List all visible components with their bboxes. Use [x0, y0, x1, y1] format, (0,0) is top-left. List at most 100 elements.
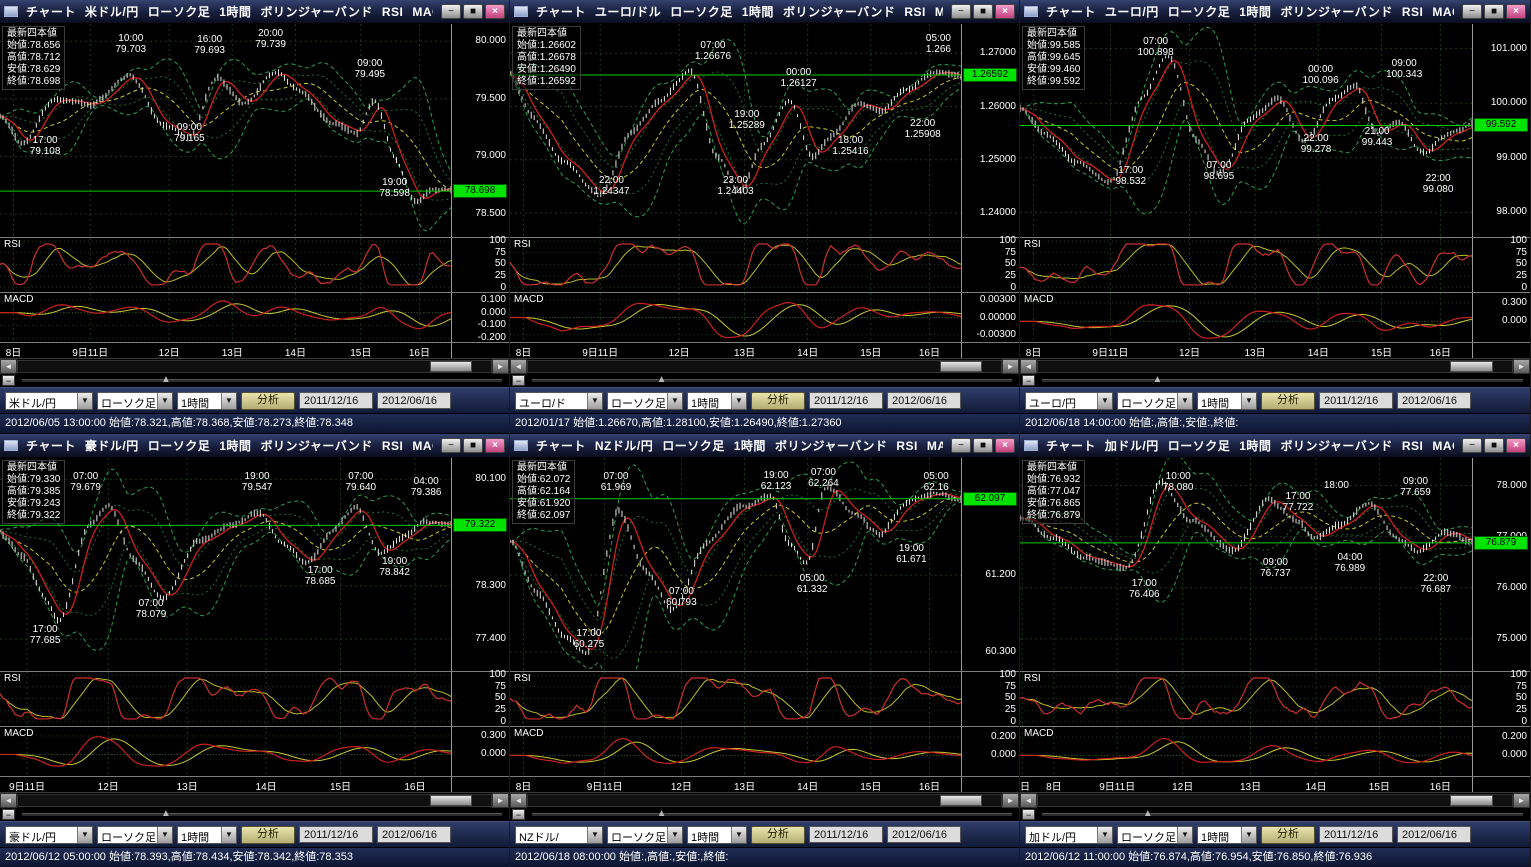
main-chart-plot[interactable]: 最新四本値 始値:62.072 高値:62.164 安値:61.920 終値:62.09… [510, 458, 961, 671]
close-button[interactable]: × [995, 438, 1015, 453]
rsi-plot[interactable]: RSI [0, 238, 451, 292]
rsi-plot[interactable]: RSI [1020, 672, 1472, 726]
pair-select[interactable]: 加ドル/円 ▼ [1025, 825, 1113, 844]
macd-plot[interactable]: MACD [1020, 727, 1472, 776]
dropdown-arrow-icon[interactable]: ▼ [1177, 392, 1192, 409]
pair-select[interactable]: ユーロ/円 ▼ [1025, 391, 1113, 410]
macd-plot[interactable]: MACD [0, 293, 451, 342]
chart-scrollbar[interactable]: ◄ ► [0, 792, 509, 808]
scroll-right-button[interactable]: ► [1002, 359, 1019, 374]
dropdown-arrow-icon[interactable]: ▼ [667, 392, 682, 409]
dropdown-arrow-icon[interactable]: ▼ [1177, 826, 1192, 843]
slider-thumb-icon[interactable]: ▲ [1152, 374, 1163, 385]
scrollbar-track[interactable] [527, 360, 1002, 373]
chart-type-select[interactable]: ローソク足 ▼ [97, 391, 173, 410]
main-chart-plot[interactable]: 最新四本値 始値:76.932 高値:77.047 安値:76.865 終値:76.87… [1020, 458, 1472, 671]
date-from-field[interactable]: 2011/12/16 [809, 392, 883, 409]
date-to-field[interactable]: 2012/06/16 [887, 392, 961, 409]
dropdown-arrow-icon[interactable]: ▼ [587, 826, 602, 843]
date-to-field[interactable]: 2012/06/16 [1397, 392, 1471, 409]
maximize-button[interactable]: ■ [1484, 4, 1504, 19]
minimize-button[interactable]: − [441, 4, 461, 19]
dropdown-arrow-icon[interactable]: ▼ [731, 826, 746, 843]
scrollbar-track[interactable] [17, 794, 492, 807]
date-to-field[interactable]: 2012/06/16 [377, 826, 451, 843]
minimize-button[interactable]: − [1462, 4, 1482, 19]
main-chart-plot[interactable]: 最新四本値 始値:79.330 高値:79.385 安値:79.243 終値:79.32… [0, 458, 451, 671]
timeframe-select[interactable]: 1時間 ▼ [1197, 825, 1257, 844]
slider-thumb-icon[interactable]: ▲ [161, 808, 171, 819]
scrollbar-thumb[interactable] [1450, 361, 1494, 372]
dropdown-arrow-icon[interactable]: ▼ [1097, 392, 1112, 409]
maximize-button[interactable]: ■ [973, 4, 993, 19]
slider-thumb-icon[interactable]: ▲ [656, 374, 667, 385]
chart-scrollbar[interactable]: ◄ ► [510, 358, 1019, 374]
zoom-slider-track[interactable]: ▲ [1042, 375, 1523, 385]
analyze-button[interactable]: 分析 [1261, 825, 1315, 844]
chart-type-select[interactable]: ローソク足 ▼ [1117, 391, 1193, 410]
chart-type-select[interactable]: ローソク足 ▼ [1117, 825, 1193, 844]
rsi-plot[interactable]: RSI [1020, 238, 1472, 292]
zoom-out-button[interactable]: − [1022, 375, 1035, 386]
analyze-button[interactable]: 分析 [241, 391, 295, 410]
macd-plot[interactable]: MACD [510, 727, 961, 776]
maximize-button[interactable]: ■ [1484, 438, 1504, 453]
scrollbar-thumb[interactable] [939, 795, 983, 806]
minimize-button[interactable]: − [1462, 438, 1482, 453]
zoom-slider-track[interactable]: ▲ [22, 809, 502, 819]
zoom-slider-row[interactable]: − ▲ [0, 808, 509, 821]
zoom-out-button[interactable]: − [512, 809, 525, 820]
dropdown-arrow-icon[interactable]: ▼ [221, 392, 236, 409]
chart-scrollbar[interactable]: ◄ ► [510, 792, 1019, 808]
dropdown-arrow-icon[interactable]: ▼ [77, 392, 92, 409]
analyze-button[interactable]: 分析 [241, 825, 295, 844]
date-from-field[interactable]: 2011/12/16 [1319, 392, 1393, 409]
zoom-slider-track[interactable]: ▲ [1042, 809, 1523, 819]
maximize-button[interactable]: ■ [973, 438, 993, 453]
zoom-out-button[interactable]: − [2, 375, 15, 386]
dropdown-arrow-icon[interactable]: ▼ [1097, 826, 1112, 843]
dropdown-arrow-icon[interactable]: ▼ [667, 826, 682, 843]
scroll-left-button[interactable]: ◄ [1020, 793, 1037, 808]
scrollbar-thumb[interactable] [939, 361, 983, 372]
timeframe-select[interactable]: 1時間 ▼ [687, 825, 747, 844]
macd-plot[interactable]: MACD [510, 293, 961, 342]
zoom-slider-track[interactable]: ▲ [22, 375, 502, 385]
maximize-button[interactable]: ■ [463, 4, 483, 19]
scrollbar-track[interactable] [1037, 360, 1513, 373]
slider-thumb-icon[interactable]: ▲ [1142, 808, 1153, 819]
minimize-button[interactable]: − [951, 4, 971, 19]
macd-plot[interactable]: MACD [0, 727, 451, 776]
zoom-slider-row[interactable]: − ▲ [1020, 808, 1530, 821]
zoom-slider-row[interactable]: − ▲ [0, 374, 509, 387]
scroll-left-button[interactable]: ◄ [510, 793, 527, 808]
scroll-right-button[interactable]: ► [492, 359, 509, 374]
chart-scrollbar[interactable]: ◄ ► [0, 358, 509, 374]
chart-scrollbar[interactable]: ◄ ► [1020, 792, 1530, 808]
zoom-slider-row[interactable]: − ▲ [510, 374, 1019, 387]
zoom-out-button[interactable]: − [1022, 809, 1035, 820]
scrollbar-thumb[interactable] [1450, 795, 1494, 806]
macd-plot[interactable]: MACD [1020, 293, 1472, 342]
pair-select[interactable]: NZドル/ ▼ [515, 825, 603, 844]
pair-select[interactable]: 豪ドル/円 ▼ [5, 825, 93, 844]
main-chart-plot[interactable]: 最新四本値 始値:78.656 高値:78.712 安値:78.629 終値:78.69… [0, 24, 451, 237]
main-chart-plot[interactable]: 最新四本値 始値:99.585 高値:99.645 安値:99.460 終値:99.59… [1020, 24, 1472, 237]
dropdown-arrow-icon[interactable]: ▼ [221, 826, 236, 843]
chart-type-select[interactable]: ローソク足 ▼ [607, 391, 683, 410]
slider-thumb-icon[interactable]: ▲ [161, 374, 171, 385]
scrollbar-track[interactable] [17, 360, 492, 373]
chart-type-select[interactable]: ローソク足 ▼ [607, 825, 683, 844]
pair-select[interactable]: ユーロ/ド ▼ [515, 391, 603, 410]
analyze-button[interactable]: 分析 [751, 391, 805, 410]
scroll-left-button[interactable]: ◄ [0, 359, 17, 374]
chart-type-select[interactable]: ローソク足 ▼ [97, 825, 173, 844]
date-from-field[interactable]: 2011/12/16 [299, 826, 373, 843]
timeframe-select[interactable]: 1時間 ▼ [177, 391, 237, 410]
close-button[interactable]: × [485, 4, 505, 19]
zoom-slider-track[interactable]: ▲ [532, 375, 1012, 385]
scroll-right-button[interactable]: ► [1513, 359, 1530, 374]
